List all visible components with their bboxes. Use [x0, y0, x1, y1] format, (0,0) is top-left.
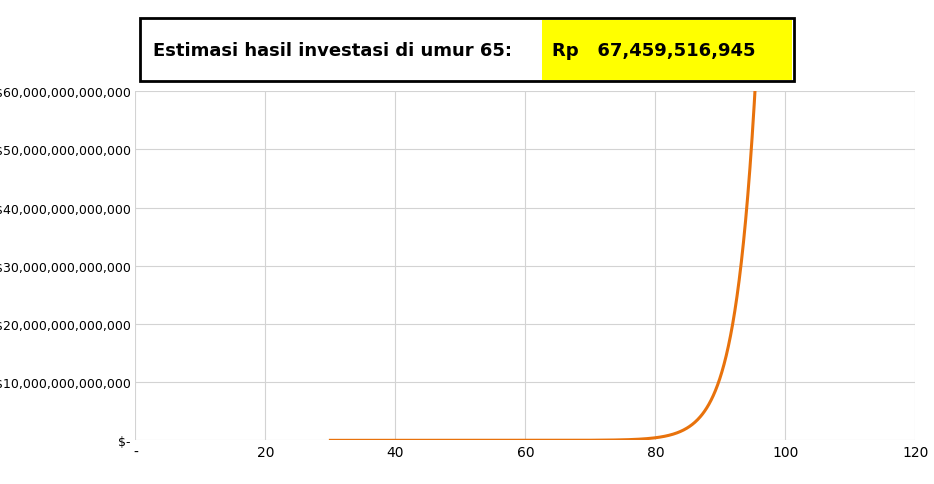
Text: Rp   67,459,516,945: Rp 67,459,516,945	[552, 42, 756, 60]
FancyBboxPatch shape	[140, 19, 794, 82]
FancyBboxPatch shape	[542, 21, 792, 80]
Text: Estimasi hasil investasi di umur 65:: Estimasi hasil investasi di umur 65:	[153, 42, 512, 60]
